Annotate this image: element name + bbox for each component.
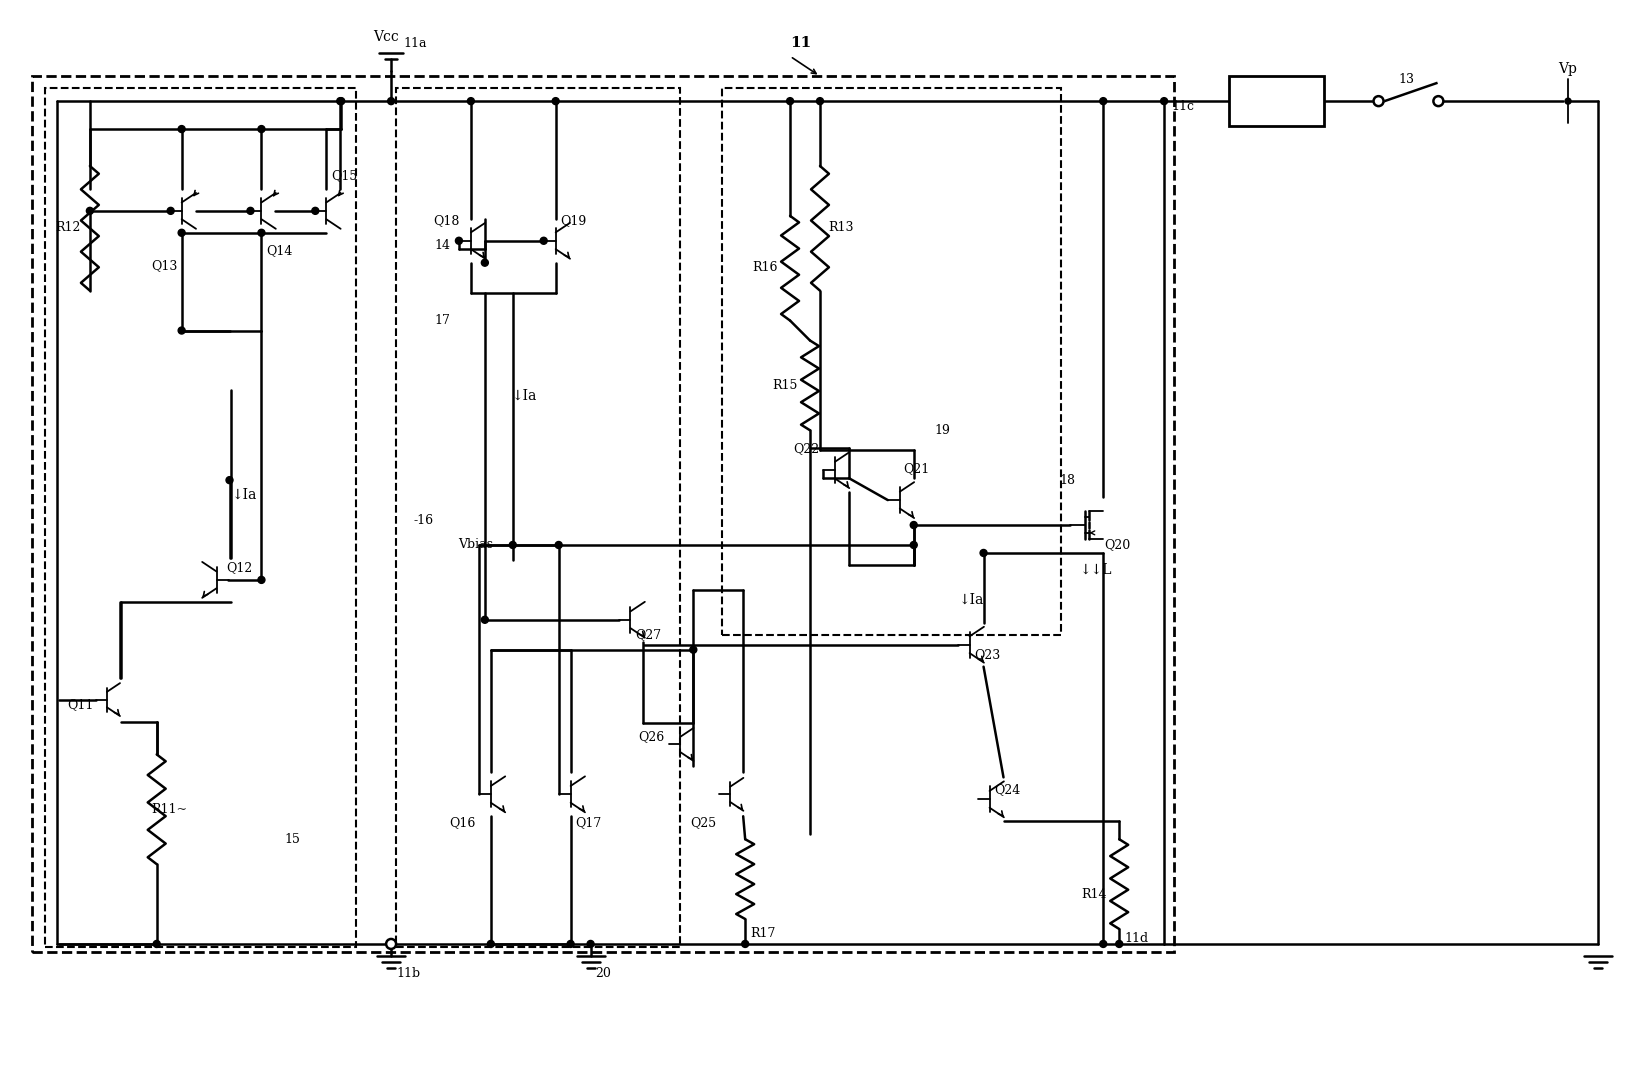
Circle shape [911, 542, 917, 548]
Bar [33, 76, 1175, 952]
Text: Q11: Q11 [67, 699, 93, 711]
Text: 13: 13 [1398, 73, 1414, 86]
Circle shape [386, 939, 396, 949]
Text: 12: 12 [1269, 85, 1285, 98]
Circle shape [178, 327, 186, 334]
Text: Q22: Q22 [793, 442, 819, 455]
Text: 17: 17 [433, 314, 450, 327]
Circle shape [456, 237, 463, 245]
Text: R13: R13 [828, 221, 854, 234]
Circle shape [816, 98, 824, 105]
Text: 14: 14 [433, 239, 450, 252]
Text: -16: -16 [414, 514, 433, 527]
Text: Q12: Q12 [226, 561, 252, 574]
Circle shape [257, 126, 266, 133]
Text: R15: R15 [772, 379, 798, 392]
Text: Q14: Q14 [267, 245, 293, 258]
Circle shape [178, 230, 186, 236]
Circle shape [481, 616, 489, 623]
Circle shape [1160, 98, 1168, 105]
Text: 11b: 11b [396, 968, 420, 981]
Text: Q15: Q15 [331, 170, 357, 182]
Bar [396, 88, 681, 947]
Text: Q20: Q20 [1104, 539, 1131, 552]
Circle shape [741, 940, 749, 947]
Circle shape [153, 940, 160, 947]
Text: R11~: R11~ [151, 803, 187, 815]
Circle shape [1565, 98, 1570, 104]
Circle shape [311, 207, 319, 215]
Circle shape [388, 98, 394, 105]
Circle shape [86, 207, 93, 215]
Bar [1228, 76, 1324, 126]
Circle shape [468, 98, 474, 105]
Circle shape [248, 207, 254, 215]
Circle shape [586, 940, 595, 947]
Circle shape [226, 476, 233, 484]
Text: Q19: Q19 [560, 215, 586, 227]
Circle shape [541, 237, 547, 245]
Text: ↓Ia: ↓Ia [958, 593, 982, 607]
Text: Q13: Q13 [151, 260, 178, 273]
Circle shape [555, 542, 562, 548]
Circle shape [337, 98, 344, 105]
Text: Q26: Q26 [639, 730, 665, 743]
Circle shape [178, 126, 186, 133]
Circle shape [257, 576, 266, 584]
Circle shape [689, 646, 697, 653]
Circle shape [481, 260, 489, 266]
Circle shape [1100, 98, 1106, 105]
Text: 19: 19 [935, 424, 951, 437]
Text: ↓Ia: ↓Ia [231, 488, 257, 502]
Circle shape [487, 940, 494, 947]
Text: Q25: Q25 [691, 815, 717, 828]
Circle shape [567, 940, 573, 947]
Text: Q17: Q17 [575, 815, 601, 828]
Text: Q18: Q18 [433, 215, 459, 227]
Text: Vbias: Vbias [458, 539, 494, 552]
Text: 11d: 11d [1124, 932, 1148, 945]
Text: Vp: Vp [1557, 62, 1577, 76]
Text: 11c: 11c [1171, 100, 1194, 113]
Circle shape [911, 521, 917, 529]
Text: R12: R12 [55, 221, 80, 234]
Circle shape [510, 542, 516, 548]
Circle shape [787, 98, 793, 105]
Circle shape [257, 230, 266, 236]
Text: 20: 20 [596, 968, 611, 981]
Text: R17: R17 [751, 927, 775, 940]
Circle shape [1100, 940, 1106, 947]
Text: Q21: Q21 [902, 461, 929, 474]
Bar [46, 88, 357, 947]
Circle shape [168, 207, 174, 215]
Circle shape [552, 98, 559, 105]
Text: 11a: 11a [402, 36, 427, 49]
Text: 15: 15 [285, 833, 300, 846]
Text: Q16: Q16 [450, 815, 476, 828]
Text: R14: R14 [1082, 887, 1106, 900]
Circle shape [1373, 97, 1383, 106]
Bar [722, 88, 1062, 635]
Text: ·LOAD: ·LOAD [1245, 97, 1293, 111]
Circle shape [1434, 97, 1443, 106]
Text: ↓↓L: ↓↓L [1080, 563, 1113, 577]
Circle shape [337, 98, 345, 105]
Text: 11: 11 [790, 36, 811, 50]
Text: R16: R16 [753, 261, 777, 275]
Text: Q23: Q23 [974, 648, 1000, 661]
Text: Q24: Q24 [995, 783, 1021, 796]
Text: 18: 18 [1059, 473, 1075, 487]
Circle shape [981, 549, 987, 557]
Text: ↓Ia: ↓Ia [512, 388, 536, 402]
Text: Vcc: Vcc [373, 30, 399, 44]
Circle shape [1116, 940, 1122, 947]
Text: Q27: Q27 [635, 629, 661, 642]
